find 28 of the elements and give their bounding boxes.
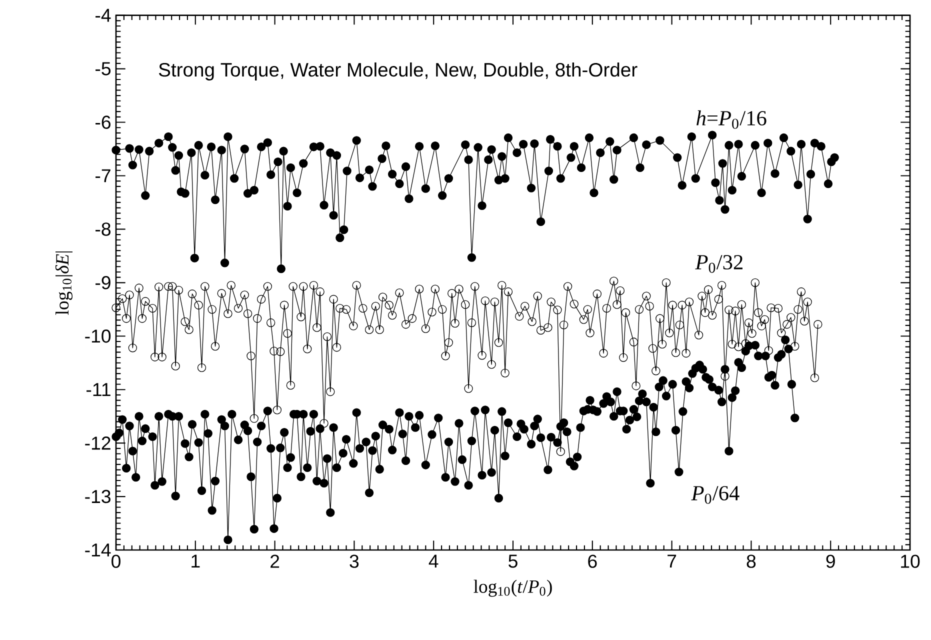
x-axis-title: log$_{10}$(t/P$_{0}$) — [474, 580, 552, 597]
x-tick-label: 6 — [588, 554, 597, 568]
series-label: h=P$_{0}$/16 — [696, 110, 766, 129]
x-tick-label: 0 — [112, 554, 120, 568]
x-tick-label: 2 — [270, 554, 280, 568]
y-tick-label: -6 — [96, 116, 110, 129]
x-tick-label: 7 — [668, 554, 676, 568]
y-tick-label: -12 — [85, 436, 110, 450]
series-label: P$_{0}$/32 — [695, 255, 742, 273]
text: Strong Torque, Water Molecule, New, Double, 8th-Order — [158, 62, 638, 80]
y-tick-label: -14 — [85, 544, 111, 556]
y-tick-label: -11 — [86, 383, 110, 396]
y-tick-label: -13 — [85, 490, 110, 504]
x-tick-label: 10 — [901, 554, 920, 568]
x-tick-label: 1 — [192, 554, 200, 568]
x-tick-label: 9 — [826, 554, 835, 568]
y-tick-label: -9 — [96, 276, 110, 290]
y-tick-label: -10 — [85, 330, 111, 343]
x-tick-label: 8 — [746, 554, 756, 568]
y-axis-title: log$_{10}$|δE| — [55, 251, 72, 315]
series-label: P$_{0}$/64 — [691, 486, 740, 504]
y-tick-label: -7 — [96, 169, 110, 182]
x-tick-label: 5 — [508, 554, 518, 568]
y-tick-label: -8 — [96, 222, 110, 236]
y-tick-label: -4 — [96, 8, 111, 22]
x-tick-label: 3 — [350, 554, 359, 568]
y-tick-label: -5 — [96, 62, 111, 76]
x-tick-label: 4 — [428, 554, 438, 568]
